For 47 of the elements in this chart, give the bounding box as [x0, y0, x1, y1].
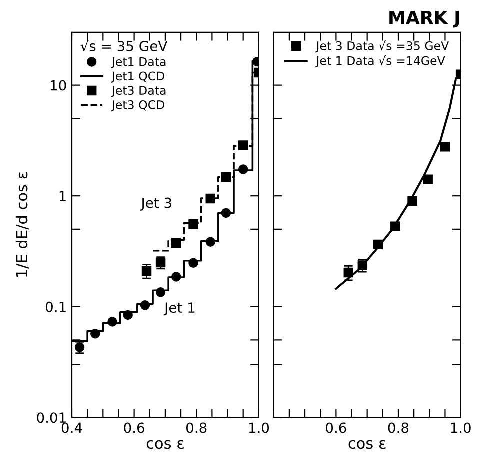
point: [221, 208, 232, 218]
legend-label: Jet1 Data: [111, 58, 166, 68]
point: [358, 260, 368, 270]
point: [172, 272, 182, 282]
point: [206, 237, 216, 247]
point: [408, 196, 418, 206]
point: [221, 172, 232, 182]
x-axis-title: cos ε: [146, 440, 184, 450]
chart-title: MARK J: [390, 10, 460, 28]
legend-label: Jet1 QCD: [111, 72, 164, 83]
point: [156, 288, 166, 298]
y-tick-label: 1: [60, 191, 66, 202]
legend-label: Jet3 Data: [111, 86, 166, 98]
x-tick-label: 0.8: [388, 422, 409, 434]
legend-label: Jet3 QCD: [111, 100, 164, 112]
x-axis-title: cos ε: [348, 440, 386, 450]
y-tick-label: 0.1: [46, 302, 66, 312]
y-tick-label: 10: [50, 80, 66, 91]
annotation: Jet 1: [164, 302, 195, 316]
point: [172, 238, 182, 248]
x-tick-label: 0.6: [326, 422, 346, 434]
legend-label: Jet 3 Data √s =35 GeV: [316, 40, 450, 53]
point: [188, 258, 198, 268]
y-axis-title: 1/E dE/d cos ε: [16, 172, 29, 277]
point: [373, 240, 384, 250]
x-tick-label: 1.0: [451, 422, 471, 434]
point: [108, 317, 118, 327]
y-tick-label: 0.01: [37, 412, 66, 424]
point: [423, 174, 433, 184]
point: [390, 222, 400, 232]
point: [238, 164, 248, 174]
x-tick-label: 0.6: [124, 422, 144, 434]
legend-title: √s = 35 GeV: [80, 40, 168, 52]
annotation: Jet 3: [140, 198, 172, 211]
point: [440, 142, 450, 152]
point: [206, 194, 216, 204]
point: [238, 140, 248, 150]
point: [188, 220, 198, 230]
point: [344, 268, 354, 278]
x-tick-label: 1.0: [249, 422, 270, 434]
x-tick-label: 0.8: [186, 422, 207, 434]
point: [90, 329, 100, 339]
legend-label: Jet 1 Data √s =14GeV: [316, 56, 446, 68]
point: [123, 310, 133, 320]
point: [140, 300, 150, 310]
point: [142, 266, 152, 276]
x-tick-label: 0.4: [62, 422, 82, 434]
